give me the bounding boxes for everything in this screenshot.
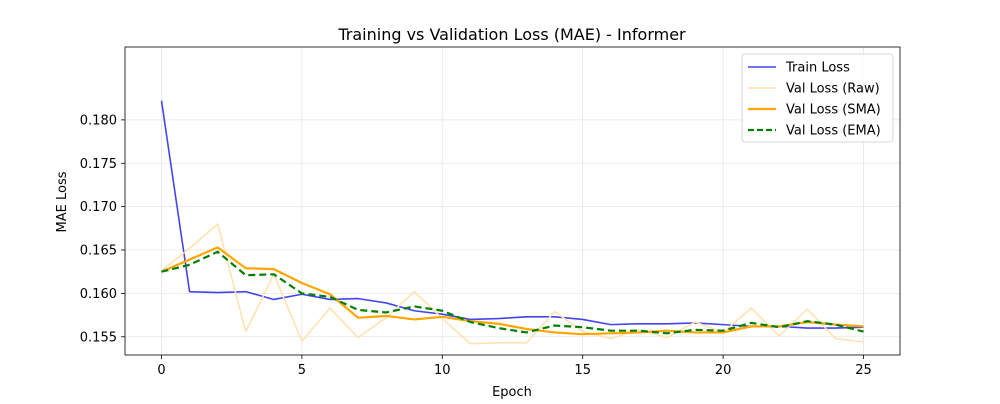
axis-ticks: 0 5 10 15 20 25 0.155 0.160 0.165 0.170 0.175 0.180 [80, 113, 872, 378]
x-tick-label: 15 [574, 363, 591, 378]
legend-label-0: Train Loss [785, 61, 850, 76]
plot-frame [124, 46, 901, 356]
x-axis-label: Epoch [492, 385, 532, 400]
series-line-2 [161, 246, 864, 336]
legend-label-1: Val Loss (Raw) [786, 82, 880, 97]
y-tick-label: 0.175 [80, 157, 117, 172]
series-line-1 [161, 223, 864, 345]
series-line-0 [160, 100, 864, 329]
x-tick-label: 10 [434, 363, 451, 378]
x-tick-label: 5 [298, 363, 306, 378]
x-tick-label: 25 [855, 363, 872, 378]
legend-label-3: Val Loss (EMA) [786, 124, 881, 139]
x-tick-label: 0 [157, 363, 165, 378]
legend: Train Loss Val Loss (Raw) Val Loss (SMA) Va… [741, 53, 894, 143]
y-tick-label: 0.170 [80, 200, 117, 215]
axes-frame [124, 46, 901, 356]
y-tick-label: 0.180 [80, 113, 117, 128]
series-line-3 [161, 250, 864, 335]
y-tick-label: 0.165 [80, 244, 117, 259]
x-tick-label: 20 [715, 363, 732, 378]
legend-label-2: Val Loss (SMA) [786, 103, 881, 118]
y-tick-label: 0.160 [80, 287, 117, 302]
y-tick-label: 0.155 [80, 330, 117, 345]
legend-box [741, 53, 894, 143]
series-lines [160, 100, 864, 345]
chart-title: Training vs Validation Loss (MAE) - Info… [337, 25, 686, 44]
y-axis-label: MAE Loss [55, 171, 70, 232]
